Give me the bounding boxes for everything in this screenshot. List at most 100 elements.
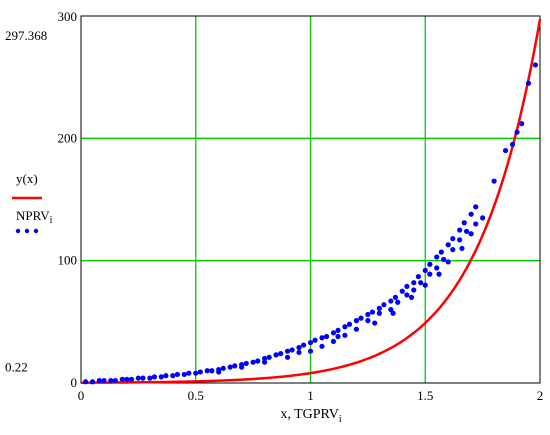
data-point [376, 305, 382, 311]
data-point [284, 354, 291, 360]
grid [81, 16, 540, 383]
data-point [468, 211, 474, 217]
data-point [262, 359, 268, 365]
data-point [491, 178, 497, 184]
data-point [480, 215, 486, 221]
data-point [390, 310, 396, 316]
data-point [319, 335, 325, 341]
legend: y(x) NPRVi [12, 171, 53, 234]
data-point [174, 371, 180, 378]
y-tick-label: 300 [58, 9, 78, 24]
data-point [209, 368, 215, 374]
x-tick-label: 0.5 [188, 388, 204, 403]
curve-layer [80, 19, 542, 384]
data-point [457, 237, 463, 243]
data-point [434, 265, 440, 271]
data-point [427, 271, 433, 277]
data-point [239, 364, 245, 370]
data-point [353, 318, 359, 324]
data-point [438, 249, 444, 255]
fit-curve-line [80, 19, 542, 384]
data-point [250, 359, 256, 365]
data-point [388, 298, 394, 304]
data-point [399, 288, 405, 294]
data-point [197, 369, 203, 375]
data-point [227, 364, 233, 370]
data-point [346, 321, 353, 327]
data-point [216, 369, 222, 375]
data-point [140, 375, 146, 381]
data-point [289, 347, 295, 353]
data-point [101, 377, 107, 384]
data-point [204, 368, 210, 374]
data-point [232, 363, 238, 369]
data-point [422, 267, 428, 274]
data-point [112, 377, 119, 384]
x-tick-label: 1.5 [417, 388, 433, 403]
y-tick-label: 0 [71, 375, 78, 390]
ticks: 0 0.5 1 1.5 2 0 100 200 300 297.368 0.22 [5, 9, 543, 403]
data-point [519, 121, 525, 127]
data-point [358, 315, 364, 321]
data-point [395, 299, 401, 305]
data-point [411, 280, 417, 286]
data-point [459, 245, 465, 252]
data-point [312, 337, 318, 343]
data-point [262, 355, 268, 362]
data-point [376, 310, 382, 316]
legend-label-points: NPRVi [16, 208, 53, 226]
data-point [330, 330, 337, 336]
data-point [193, 370, 199, 376]
data-point [532, 62, 539, 68]
data-point [369, 309, 376, 315]
points-layer [82, 62, 539, 385]
data-point [365, 318, 371, 324]
data-point [119, 376, 125, 382]
data-point [284, 348, 291, 354]
data-point [415, 273, 421, 280]
data-point [418, 280, 424, 286]
data-point [392, 294, 399, 300]
y-marker-label: 297.368 [5, 28, 47, 43]
data-point [243, 360, 249, 367]
data-point [181, 371, 187, 378]
data-point [319, 343, 325, 349]
legend-swatch-point [33, 228, 39, 234]
data-point [445, 259, 451, 265]
data-point [441, 256, 447, 263]
data-point [255, 358, 261, 364]
data-point [514, 129, 520, 135]
data-point [422, 282, 428, 288]
y-tick-label: 100 [58, 253, 78, 268]
data-point [365, 311, 371, 318]
data-point [335, 333, 341, 340]
data-point [89, 379, 96, 385]
data-point [323, 333, 330, 340]
data-point [128, 376, 135, 382]
data-point [463, 228, 470, 234]
data-point [170, 373, 176, 379]
data-point [296, 344, 302, 351]
data-point [404, 292, 410, 298]
x-tick-label: 1 [307, 388, 314, 403]
data-point [434, 254, 440, 260]
data-point [220, 365, 226, 371]
data-point [335, 327, 341, 333]
plot-frame [80, 15, 541, 384]
data-point [163, 373, 169, 379]
data-point [509, 141, 516, 148]
data-point [307, 348, 314, 354]
legend-swatch-point [15, 228, 21, 234]
data-point [411, 287, 417, 293]
data-point [151, 374, 158, 380]
data-point [96, 377, 102, 384]
data-point [473, 204, 479, 210]
data-point [381, 302, 387, 308]
data-point [404, 283, 410, 289]
data-point [450, 247, 456, 253]
data-point [82, 379, 89, 385]
data-point [186, 370, 192, 376]
data-point [342, 332, 348, 338]
data-point [468, 231, 474, 237]
y-tick-label: 200 [58, 130, 78, 145]
